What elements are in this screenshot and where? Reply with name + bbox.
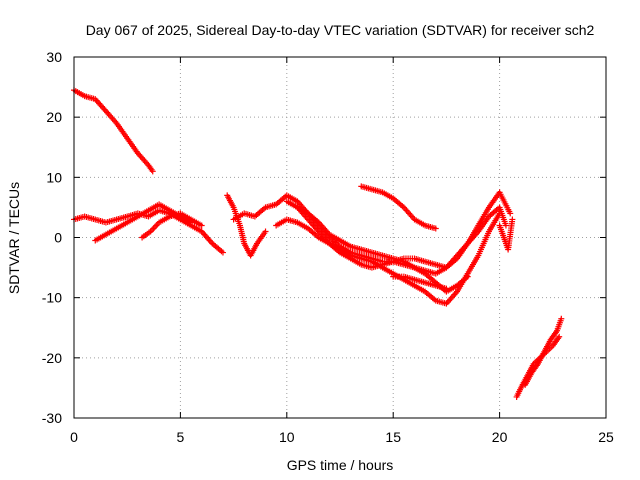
y-axis-label: SDTVAR / TECUs: [6, 182, 22, 294]
series-arc-9: [294, 204, 471, 295]
data-point: [262, 228, 269, 235]
series-arc-4: [139, 210, 205, 241]
data-point: [219, 249, 226, 256]
chart-title: Day 067 of 2025, Sidereal Day-to-day VTE…: [86, 22, 595, 38]
y-tick-label: -30: [42, 410, 62, 426]
data-marks: [71, 87, 565, 400]
y-tick-label: -10: [42, 290, 62, 306]
data-point: [496, 210, 503, 217]
y-tick-label: 20: [46, 109, 62, 125]
series-arc-12: [496, 216, 516, 253]
series-arc-11: [390, 273, 450, 292]
y-tick-label: 30: [46, 49, 62, 65]
data-point: [509, 216, 516, 223]
data-point: [558, 315, 565, 322]
series-arc-5: [224, 192, 269, 259]
x-tick-label: 15: [385, 429, 401, 445]
data-point: [149, 168, 156, 175]
x-tick-label: 20: [492, 429, 508, 445]
x-axis-label: GPS time / hours: [287, 457, 394, 473]
axis-ticks: 0 5 10 15 20 25 -30 -20 -10 0 10 20 30: [42, 49, 614, 445]
data-point: [198, 222, 205, 229]
series-arc-1: [71, 87, 156, 175]
data-point: [502, 222, 509, 229]
x-tick-label: 0: [70, 429, 78, 445]
series-arc-10: [358, 183, 439, 232]
data-point: [443, 285, 450, 292]
data-point: [556, 333, 563, 340]
x-tick-label: 25: [598, 429, 614, 445]
series-arc-8: [283, 198, 503, 307]
x-tick-label: 5: [177, 429, 185, 445]
series-arc-14: [522, 315, 565, 388]
data-point: [507, 210, 514, 217]
gridlines: [74, 57, 606, 418]
y-tick-label: -20: [42, 350, 62, 366]
series-arc-7: [273, 204, 509, 271]
y-tick-label: 0: [54, 230, 62, 246]
data-point: [464, 273, 471, 280]
x-tick-label: 10: [279, 429, 295, 445]
y-tick-label: 10: [46, 169, 62, 185]
series-arc-6: [230, 189, 514, 277]
data-point: [432, 225, 439, 232]
